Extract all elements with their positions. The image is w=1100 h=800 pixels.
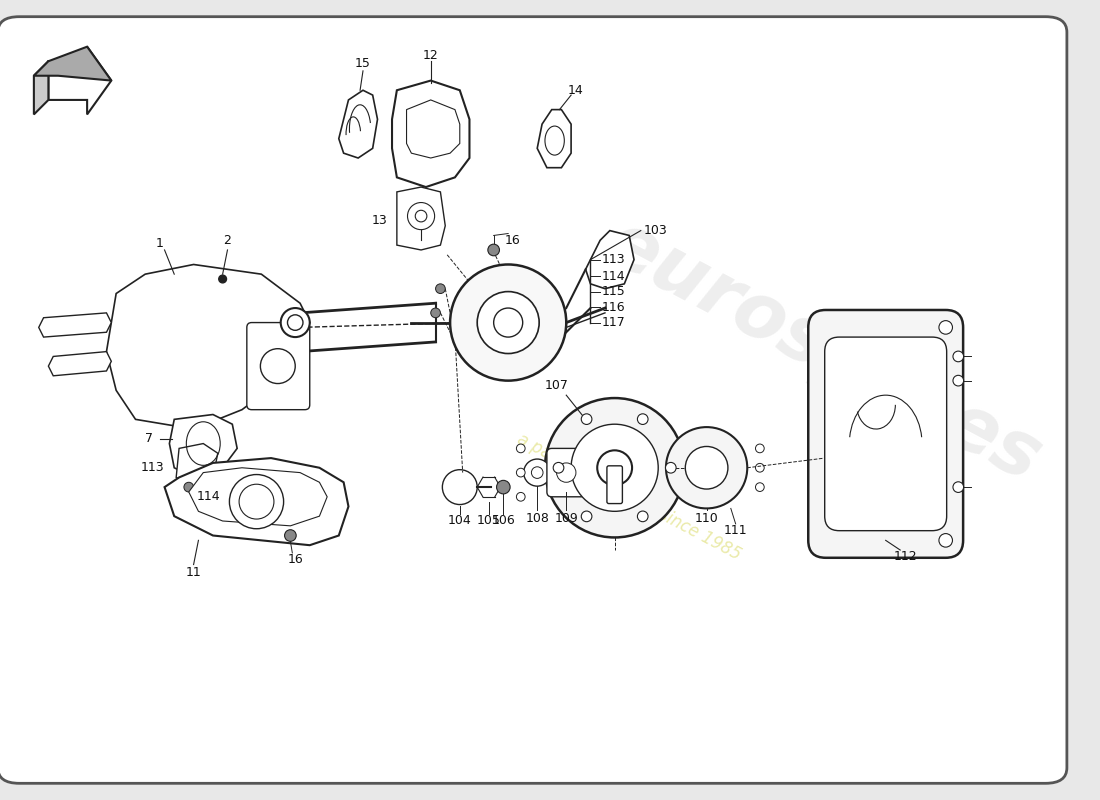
Text: 7: 7 — [145, 432, 153, 446]
Circle shape — [685, 446, 728, 489]
Circle shape — [219, 275, 227, 283]
Circle shape — [553, 462, 564, 473]
Circle shape — [531, 466, 543, 478]
Circle shape — [239, 484, 274, 519]
Circle shape — [756, 444, 764, 453]
Circle shape — [516, 493, 525, 501]
Circle shape — [597, 450, 632, 485]
Polygon shape — [107, 265, 310, 429]
Polygon shape — [165, 458, 349, 545]
Circle shape — [442, 470, 477, 505]
Circle shape — [416, 210, 427, 222]
Circle shape — [666, 427, 747, 509]
Text: 1: 1 — [156, 237, 164, 250]
Circle shape — [280, 308, 310, 337]
Polygon shape — [407, 100, 460, 158]
Circle shape — [431, 308, 440, 318]
Text: 105: 105 — [477, 514, 500, 527]
Circle shape — [261, 349, 295, 383]
Text: 110: 110 — [695, 511, 718, 525]
Polygon shape — [392, 81, 470, 187]
Circle shape — [756, 463, 764, 472]
FancyBboxPatch shape — [808, 310, 964, 558]
Text: 13: 13 — [372, 214, 387, 227]
Polygon shape — [176, 443, 218, 487]
Text: 16: 16 — [287, 554, 304, 566]
FancyBboxPatch shape — [0, 17, 1067, 783]
Polygon shape — [48, 46, 111, 114]
Text: 114: 114 — [196, 490, 220, 503]
Circle shape — [496, 480, 510, 494]
Circle shape — [494, 308, 522, 337]
Text: 16: 16 — [505, 234, 521, 246]
Circle shape — [450, 265, 566, 381]
Text: 15: 15 — [355, 57, 371, 70]
Circle shape — [953, 482, 964, 493]
Circle shape — [953, 351, 964, 362]
Circle shape — [544, 398, 684, 538]
Polygon shape — [397, 187, 446, 250]
FancyBboxPatch shape — [547, 448, 585, 497]
Circle shape — [953, 375, 964, 386]
Circle shape — [557, 463, 576, 482]
Polygon shape — [39, 313, 111, 337]
Polygon shape — [585, 230, 634, 289]
Polygon shape — [34, 62, 48, 114]
Text: 11: 11 — [186, 566, 201, 578]
Text: 108: 108 — [526, 511, 549, 525]
Text: 113: 113 — [141, 462, 165, 474]
Polygon shape — [48, 352, 111, 376]
Circle shape — [756, 482, 764, 491]
Text: 111: 111 — [724, 524, 748, 537]
Circle shape — [436, 284, 446, 294]
Text: 114: 114 — [602, 270, 626, 282]
Circle shape — [516, 444, 525, 453]
Polygon shape — [189, 468, 327, 526]
Circle shape — [184, 482, 194, 492]
Text: 12: 12 — [422, 49, 439, 62]
Circle shape — [637, 414, 648, 425]
Text: 109: 109 — [554, 511, 579, 525]
Circle shape — [581, 414, 592, 425]
Circle shape — [581, 511, 592, 522]
Text: 107: 107 — [544, 379, 569, 392]
Polygon shape — [169, 414, 238, 478]
Text: 104: 104 — [448, 514, 472, 527]
Text: 115: 115 — [602, 285, 626, 298]
Text: eurospares: eurospares — [592, 206, 1054, 498]
Circle shape — [637, 511, 648, 522]
Text: 112: 112 — [893, 550, 917, 563]
Circle shape — [571, 424, 658, 511]
Text: a passion for parts since 1985: a passion for parts since 1985 — [514, 430, 745, 564]
Circle shape — [488, 244, 499, 256]
FancyBboxPatch shape — [607, 466, 623, 503]
FancyBboxPatch shape — [246, 322, 310, 410]
Circle shape — [666, 462, 676, 473]
Text: 14: 14 — [568, 84, 584, 97]
Text: 117: 117 — [602, 316, 626, 329]
Circle shape — [285, 530, 296, 542]
Circle shape — [287, 315, 303, 330]
Circle shape — [939, 321, 953, 334]
Circle shape — [407, 202, 434, 230]
Circle shape — [516, 468, 525, 477]
Circle shape — [939, 534, 953, 547]
Polygon shape — [339, 90, 377, 158]
Circle shape — [477, 291, 539, 354]
Polygon shape — [537, 110, 571, 168]
Circle shape — [524, 459, 551, 486]
Circle shape — [230, 474, 284, 529]
Text: 2: 2 — [223, 234, 231, 246]
Text: 106: 106 — [492, 514, 515, 527]
Polygon shape — [34, 46, 111, 81]
Text: 103: 103 — [644, 224, 668, 237]
FancyBboxPatch shape — [825, 337, 947, 530]
Text: 113: 113 — [602, 253, 626, 266]
Text: 116: 116 — [602, 301, 626, 314]
